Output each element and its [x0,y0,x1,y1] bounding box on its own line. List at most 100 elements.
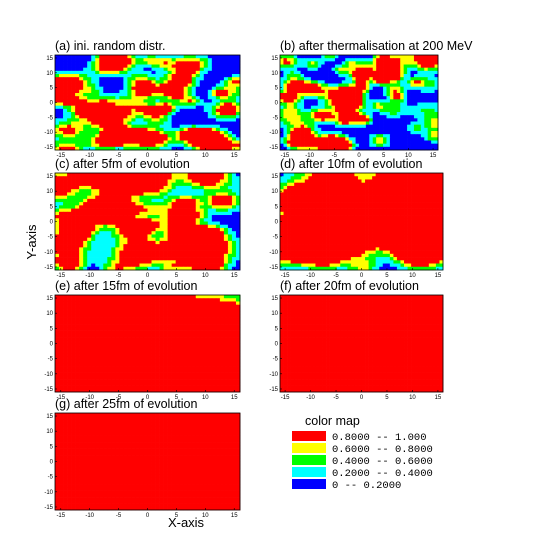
heatmap-cell [131,202,136,206]
heatmap-cell [417,64,422,69]
heatmap-cell [407,115,411,119]
heatmap-cell [365,93,370,97]
heatmap-cell [135,67,140,72]
heatmap-cell [393,102,398,107]
heatmap-cell [372,67,377,72]
heatmap-cell [91,83,96,88]
heatmap-cell [75,58,80,62]
heatmap-cell [386,131,391,135]
heatmap-cell [362,121,367,126]
heatmap-cell [227,247,233,251]
heatmap-cell [286,108,291,113]
heatmap-cell [207,61,213,65]
heatmap-cell [163,205,168,209]
heatmap-cell [219,202,225,206]
heatmap-cell [227,131,233,135]
heatmap-cell [334,115,339,119]
heatmap-cell [199,266,205,271]
heatmap-cell [418,211,423,216]
heatmap-cell [379,208,384,213]
heatmap-cell [227,93,233,97]
heatmap-cell [215,93,221,97]
heatmap-cell [63,86,68,91]
heatmap-cell [171,102,176,107]
heatmap-cell [290,108,295,113]
heatmap-cell [167,195,172,200]
heatmap-cell [382,205,387,209]
heatmap-cell [131,86,136,91]
heatmap-cell [231,247,237,251]
heatmap-cell [322,198,327,203]
heatmap-cell [135,234,140,239]
heatmap-cell [79,257,84,261]
heatmap-cell [231,231,237,235]
heatmap-cell [163,182,168,187]
heatmap-cell [203,70,209,75]
heatmap-cell [354,179,359,184]
heatmap-cell [321,70,325,75]
heatmap-cell [171,234,176,239]
heatmap-cell [428,215,433,219]
heatmap-cell [235,211,241,216]
heatmap-cell [424,64,429,69]
heatmap-cell [428,195,433,200]
heatmap-cell [389,55,394,59]
heatmap-cell [434,115,439,119]
heatmap-cell [91,179,96,184]
heatmap-cell [383,77,387,81]
heatmap-cell [417,58,422,62]
heatmap-cell [71,124,76,129]
heatmap-cell [163,108,168,113]
heatmap-cell [413,83,418,88]
heatmap-cell [63,74,68,78]
heatmap-cell [389,108,394,113]
heatmap-cell [67,67,72,72]
heatmap-cell [195,93,201,97]
heatmap-cell [87,112,92,116]
heatmap-cell [67,208,72,213]
heatmap-cell [407,192,412,196]
heatmap-cell [372,83,377,88]
heatmap-cell [318,192,323,196]
heatmap-cell [348,131,353,135]
heatmap-cell [376,89,380,94]
heatmap-cell [55,61,60,65]
heatmap-cell [352,86,356,91]
heatmap-cell [352,102,356,107]
heatmap-cell [329,185,334,190]
heatmap-cell [411,176,415,180]
heatmap-cell [211,140,217,145]
heatmap-cell [95,244,100,248]
heatmap-cell [87,247,92,251]
heatmap-cell [334,118,339,122]
heatmap-cell [207,179,213,184]
heatmap-cell [396,118,401,122]
heatmap-cell [428,208,433,213]
heatmap-cell [135,93,140,97]
heatmap-cell [207,80,213,84]
heatmap-cell [119,67,124,72]
heatmap-cell [345,146,350,151]
heatmap-cell [439,185,444,190]
heatmap-cell [131,215,136,219]
heatmap-cell [135,253,140,258]
heatmap-cell [147,121,152,126]
heatmap-cell [155,93,160,97]
heatmap-cell [350,192,355,196]
heatmap-cell [355,115,360,119]
heatmap-cell [359,55,363,59]
heatmap-cell [290,185,295,190]
heatmap-cell [123,74,128,78]
heatmap-cell [340,173,345,177]
heatmap-cell [357,198,362,203]
heatmap-cell [131,108,136,113]
heatmap-cell [123,70,128,75]
heatmap-cell [63,244,68,248]
heatmap-cell [55,176,60,180]
heatmap-cell [187,67,193,72]
heatmap-cell [328,99,332,103]
heatmap-cell [297,192,302,196]
heatmap-cell [235,124,241,129]
heatmap-cell [211,55,217,59]
heatmap-cell [307,58,312,62]
